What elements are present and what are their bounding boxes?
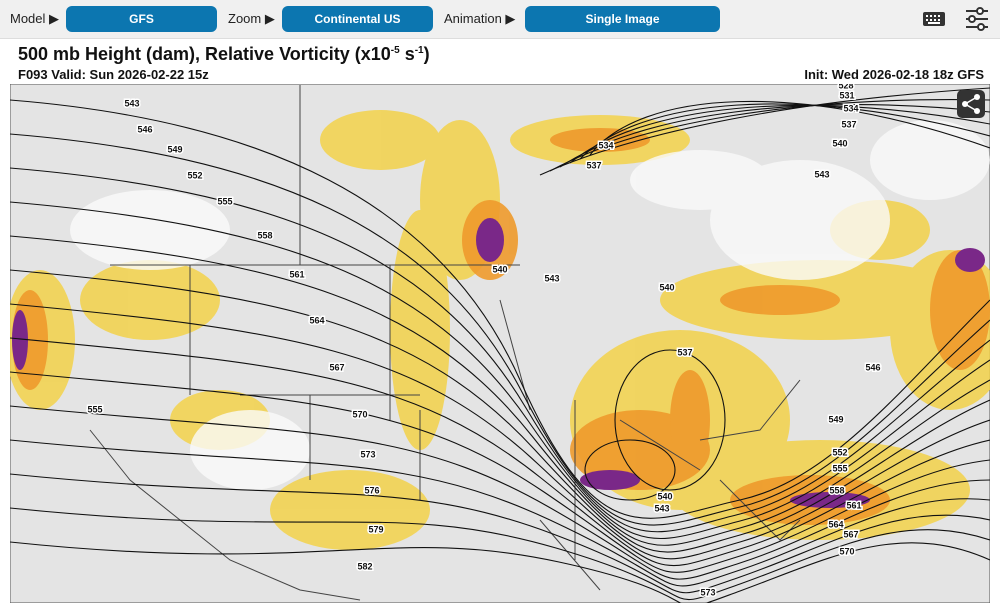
- contour-line: [10, 133, 990, 526]
- contour-label: 552: [187, 170, 202, 180]
- contour-label: 576: [364, 485, 379, 495]
- borders: [89, 85, 801, 601]
- contour-line: [10, 473, 990, 594]
- contour-line: [569, 104, 990, 164]
- contour-line: [10, 337, 990, 567]
- contour-label: 555: [832, 463, 847, 473]
- contour-label: 579: [368, 524, 383, 534]
- contour-label: 540: [659, 282, 674, 292]
- contour-label: 543: [124, 98, 139, 108]
- contour-label: 540: [832, 138, 847, 148]
- title-sup: -1: [414, 45, 424, 56]
- height-contours: [10, 87, 990, 603]
- toolbar: Model ▶ GFS Zoom ▶ Continental US Animat…: [0, 0, 1000, 39]
- contour-label: 573: [700, 587, 715, 597]
- contour-line: [549, 99, 990, 172]
- contour-label: 549: [828, 414, 843, 424]
- contour-line: [10, 439, 990, 587]
- contour-label: 546: [137, 124, 152, 134]
- contour-label: 561: [846, 500, 861, 510]
- contour-line: [539, 87, 990, 176]
- contour-label: 531: [839, 90, 854, 100]
- map: 5435465495525555585615645675705735765795…: [10, 84, 990, 603]
- contour-label: 564: [309, 315, 324, 325]
- contour-label: 561: [289, 269, 304, 279]
- share-button[interactable]: [957, 90, 985, 118]
- model-button[interactable]: GFS: [66, 6, 217, 32]
- contour-label: 546: [865, 362, 880, 372]
- title-text: 500 mb Height (dam), Relative Vorticity …: [18, 44, 391, 64]
- zoom-button[interactable]: Continental US: [282, 6, 433, 32]
- contour-label: 573: [360, 449, 375, 459]
- model-label: Model ▶: [10, 11, 60, 26]
- title-text: s: [399, 44, 415, 64]
- contour-label: 567: [843, 529, 858, 539]
- contour-label: 570: [352, 409, 367, 419]
- contour-label: 558: [829, 485, 844, 495]
- contour-line: [579, 103, 990, 160]
- title: 500 mb Height (dam), Relative Vorticity …: [18, 44, 430, 65]
- contour-line: [10, 99, 990, 519]
- contour-label: 543: [654, 503, 669, 513]
- contour-line: [10, 201, 990, 540]
- contour-line: [10, 269, 990, 553]
- contour-label: 555: [87, 404, 102, 414]
- contour-label: 534: [843, 103, 858, 113]
- contour-label: 549: [167, 144, 182, 154]
- contour-labels: 5435465495525555585615645675705735765795…: [86, 84, 882, 599]
- animation-button[interactable]: Single Image: [525, 6, 720, 32]
- title-text: ): [423, 44, 430, 64]
- contour-label: 540: [492, 264, 507, 274]
- init-time: Init: Wed 2026-02-18 18z GFS: [804, 67, 984, 82]
- contour-label: 564: [828, 519, 843, 529]
- contour-label: 537: [586, 160, 601, 170]
- contour-label: 543: [544, 273, 559, 283]
- contour-label: 567: [329, 362, 344, 372]
- vorticity-shading: [10, 85, 990, 603]
- contour-line: [10, 541, 990, 603]
- zoom-label: Zoom ▶: [228, 11, 275, 26]
- contour-line: [589, 100, 990, 156]
- contour-line: [10, 235, 990, 546]
- animation-label: Animation ▶: [444, 11, 516, 26]
- valid-time: F093 Valid: Sun 2026-02-22 15z: [18, 67, 209, 82]
- contour-line: [10, 507, 990, 601]
- contour-label: 534: [598, 140, 613, 150]
- contour-label: 582: [357, 561, 372, 571]
- contour-label: 555: [217, 196, 232, 206]
- contour-label: 540: [657, 491, 672, 501]
- contour-line: [10, 405, 990, 580]
- title-sup: -5: [390, 45, 400, 56]
- contour-line: [10, 303, 990, 560]
- contour-label: 537: [677, 347, 692, 357]
- keyboard-icon[interactable]: [922, 10, 946, 28]
- contour-label: 543: [814, 169, 829, 179]
- contour-label: 528: [838, 84, 853, 90]
- contour-label: 558: [257, 230, 272, 240]
- contour-label: 552: [832, 447, 847, 457]
- share-icon[interactable]: [962, 94, 980, 114]
- contour-label: 570: [839, 546, 854, 556]
- contour-line: [10, 167, 990, 533]
- settings-icon[interactable]: [964, 7, 990, 31]
- contour-label: 537: [841, 119, 856, 129]
- contour-line: [10, 371, 990, 573]
